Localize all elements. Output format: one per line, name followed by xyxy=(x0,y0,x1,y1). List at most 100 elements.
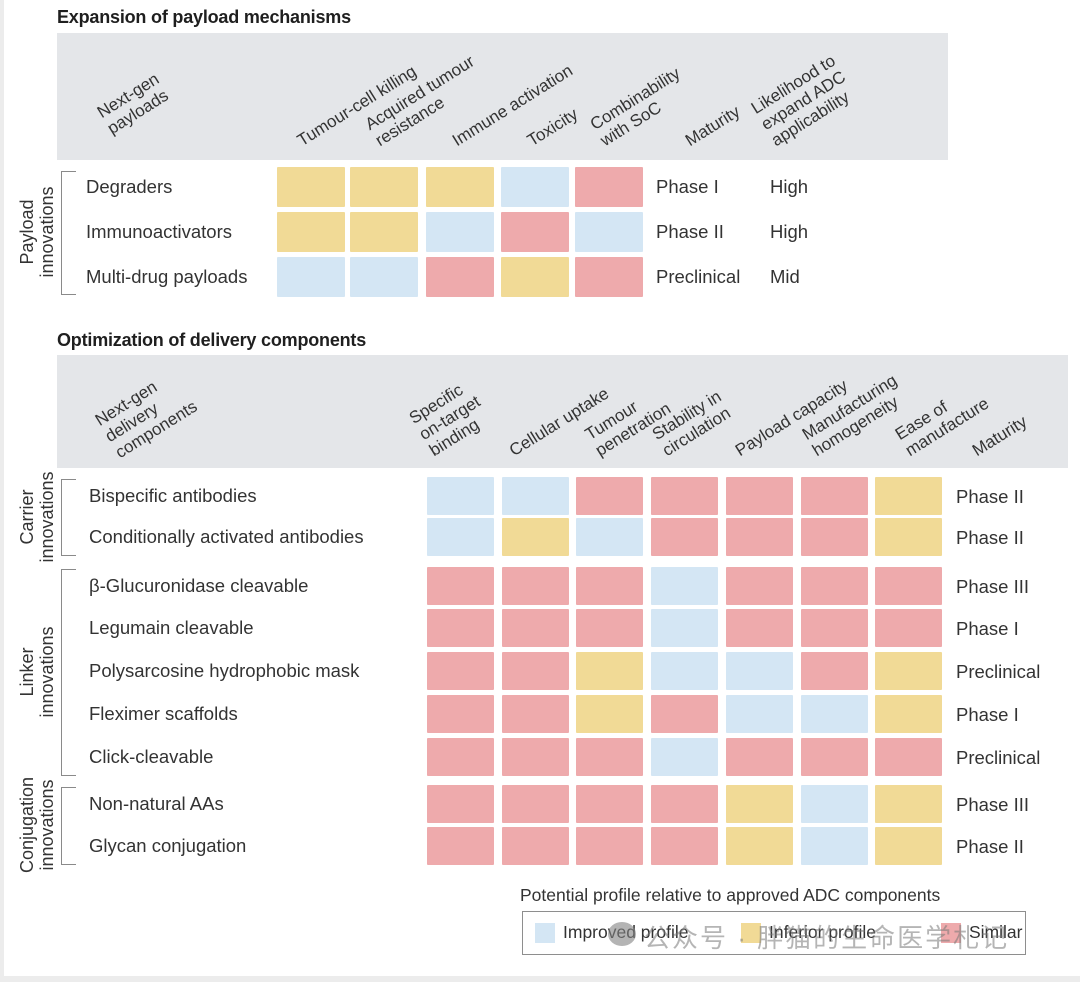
figure-page: Expansion of payload mechanisms Next-gen… xyxy=(4,0,1080,976)
likelihood-value: Mid xyxy=(770,266,800,287)
cell-similar xyxy=(801,477,868,515)
cell-improved xyxy=(426,212,494,252)
group-label: Linker innovations xyxy=(17,625,57,718)
cell-similar xyxy=(427,827,494,865)
row-label: β-Glucuronidase cleavable xyxy=(89,575,309,596)
cell-improved xyxy=(801,695,868,733)
cell-inferior xyxy=(426,167,494,207)
legend-swatch-similar xyxy=(941,922,961,943)
likelihood-value: High xyxy=(770,221,809,242)
maturity-value: Phase II xyxy=(956,836,1024,857)
cell-similar xyxy=(427,738,494,776)
cell-similar xyxy=(875,609,942,647)
legend-swatch-improved xyxy=(535,922,555,943)
cell-inferior xyxy=(350,167,418,207)
cell-similar xyxy=(875,738,942,776)
maturity-value: Phase II xyxy=(956,486,1024,507)
cell-similar xyxy=(502,785,569,823)
cell-similar xyxy=(726,738,793,776)
cell-improved xyxy=(575,212,643,252)
cell-improved xyxy=(726,652,793,690)
cell-similar xyxy=(651,518,718,556)
cell-improved xyxy=(651,609,718,647)
legend-box: Improved profile Inferior profile Similar xyxy=(522,911,1026,955)
group-bracket xyxy=(61,569,76,776)
row-label: Click-cleavable xyxy=(89,746,214,767)
row-label: Glycan conjugation xyxy=(89,835,247,856)
cell-similar xyxy=(801,609,868,647)
group-bracket xyxy=(61,787,76,865)
group-label: Payload innovations xyxy=(17,186,57,278)
cell-similar xyxy=(801,738,868,776)
legend-label: Inferior profile xyxy=(769,922,876,942)
row-label: Non-natural AAs xyxy=(89,793,224,814)
maturity-value: Phase I xyxy=(956,704,1019,725)
cell-inferior xyxy=(726,785,793,823)
maturity-value: Phase I xyxy=(956,618,1019,639)
cell-inferior xyxy=(875,477,942,515)
section1-title: Expansion of payload mechanisms xyxy=(57,7,351,27)
legend-title: Potential profile relative to approved A… xyxy=(520,885,941,905)
group-label: Conjugation innovations xyxy=(17,776,57,874)
cell-similar xyxy=(651,827,718,865)
row-label: Degraders xyxy=(86,176,173,197)
cell-improved xyxy=(350,257,418,297)
cell-similar xyxy=(502,827,569,865)
cell-improved xyxy=(501,167,569,207)
cell-improved xyxy=(277,257,345,297)
cell-similar xyxy=(575,257,643,297)
cell-inferior xyxy=(576,652,643,690)
maturity-value: Phase II xyxy=(956,527,1024,548)
maturity-value: Preclinical xyxy=(956,747,1041,768)
cell-similar xyxy=(801,518,868,556)
cell-similar xyxy=(502,567,569,605)
cell-similar xyxy=(427,695,494,733)
cell-similar xyxy=(426,257,494,297)
cell-similar xyxy=(576,827,643,865)
cell-improved xyxy=(801,827,868,865)
cell-similar xyxy=(726,518,793,556)
row-label: Bispecific antibodies xyxy=(89,485,257,506)
cell-inferior xyxy=(726,827,793,865)
cell-similar xyxy=(801,567,868,605)
cell-similar xyxy=(427,785,494,823)
cell-inferior xyxy=(875,827,942,865)
cell-improved xyxy=(726,695,793,733)
maturity-value: Phase I xyxy=(656,176,719,197)
cell-similar xyxy=(427,609,494,647)
legend-item-similar: Similar xyxy=(941,922,1022,943)
cell-similar xyxy=(576,567,643,605)
cell-inferior xyxy=(277,212,345,252)
cell-similar xyxy=(502,652,569,690)
maturity-value: Phase III xyxy=(956,794,1030,815)
likelihood-value: High xyxy=(770,176,809,197)
cell-similar xyxy=(875,567,942,605)
cell-improved xyxy=(427,518,494,556)
wechat-icon xyxy=(608,922,636,946)
cell-inferior xyxy=(501,257,569,297)
cell-improved xyxy=(427,477,494,515)
row-label: Conditionally activated antibodies xyxy=(89,526,364,547)
cell-similar xyxy=(501,212,569,252)
cell-similar xyxy=(651,785,718,823)
cell-similar xyxy=(576,477,643,515)
cell-inferior xyxy=(502,518,569,556)
cell-similar xyxy=(427,567,494,605)
cell-similar xyxy=(576,785,643,823)
group-label: Carrier innovations xyxy=(17,470,57,563)
cell-inferior xyxy=(277,167,345,207)
legend-item-inferior: Inferior profile xyxy=(741,922,876,943)
legend-label: Similar xyxy=(969,922,1023,942)
cell-similar xyxy=(651,695,718,733)
cell-inferior xyxy=(350,212,418,252)
cell-improved xyxy=(651,738,718,776)
watermark-text: 公众号 · 胖猫的生命医学札记 xyxy=(644,923,1010,953)
cell-similar xyxy=(726,609,793,647)
maturity-value: Phase II xyxy=(656,221,724,242)
cell-similar xyxy=(502,695,569,733)
row-label: Polysarcosine hydrophobic mask xyxy=(89,660,360,681)
section1-header-band xyxy=(57,33,948,160)
legend-swatch-inferior xyxy=(741,922,761,943)
row-label: Multi-drug payloads xyxy=(86,266,248,287)
maturity-value: Phase III xyxy=(956,576,1030,597)
